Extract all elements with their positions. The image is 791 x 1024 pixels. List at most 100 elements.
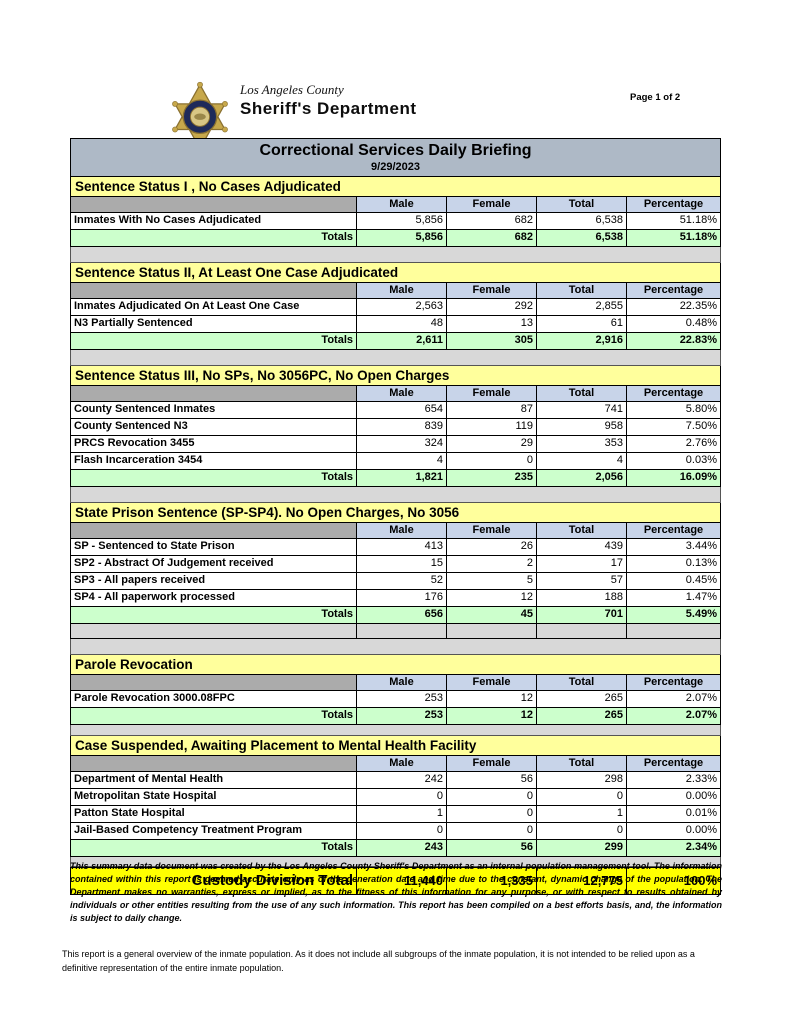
female-value: 0 [446,823,536,839]
totals-label: Totals [71,708,356,724]
female-value: 56 [446,772,536,788]
column-header-row: Male Female Total Percentage [71,756,720,771]
female-value: 682 [446,213,536,229]
row-label: Metropolitan State Hospital [74,790,217,802]
section-spacer [70,857,721,867]
total-total: 701 [536,607,626,623]
grand-total-total: 12,775 [536,868,626,894]
female-value: 119 [446,419,536,435]
col-male: Male [356,197,446,212]
percentage-value: 22.35% [626,299,720,315]
totals-label: Totals [71,840,356,856]
column-header-row: Male Female Total Percentage [71,283,720,298]
grand-total-male: 11,440 [356,868,446,894]
female-value: 0 [446,806,536,822]
col-female: Female [446,675,536,690]
row-label: County Sentenced N3 [74,420,188,432]
total-value: 0 [536,789,626,805]
row-label: PRCS Revocation 3455 [74,437,195,449]
male-total: 2,611 [356,333,446,349]
female-value: 0 [446,789,536,805]
total-value: 6,538 [536,213,626,229]
percentage-value: 0.00% [626,823,720,839]
section-header: Sentence Status I , No Cases Adjudicated [71,177,720,197]
corner-cell [71,197,356,212]
male-value: 242 [356,772,446,788]
percentage-value: 2.33% [626,772,720,788]
female-value: 13 [446,316,536,332]
row-label: SP2 - Abstract Of Judgement received [74,557,274,569]
female-total: 305 [446,333,536,349]
percentage-value: 1.47% [626,590,720,606]
col-percentage: Percentage [626,675,720,690]
female-total: 56 [446,840,536,856]
male-value: 839 [356,419,446,435]
table-row: Department of Mental Health 242 56 298 2… [71,771,720,788]
male-value: 2,563 [356,299,446,315]
custody-division-total-row: Custody Division Total 11,440 1,335 12,7… [70,867,721,895]
female-total: 235 [446,470,536,486]
male-total: 656 [356,607,446,623]
male-value: 0 [356,823,446,839]
total-total: 265 [536,708,626,724]
department-name-block: Los Angeles County Sheriff's Department [240,82,417,119]
col-male: Male [356,675,446,690]
report-date: 9/29/2023 [371,161,420,173]
female-value: 29 [446,436,536,452]
row-label: Department of Mental Health [74,773,224,785]
col-male: Male [356,523,446,538]
percentage-value: 3.44% [626,539,720,555]
percentage-value: 2.76% [626,436,720,452]
row-label: N3 Partially Sentenced [74,317,193,329]
corner-cell [71,523,356,538]
male-total: 243 [356,840,446,856]
male-value: 52 [356,573,446,589]
male-value: 4 [356,453,446,469]
totals-row: Totals 5,856 682 6,538 51.18% [71,229,720,246]
row-label: SP - Sentenced to State Prison [74,540,235,552]
female-value: 87 [446,402,536,418]
section-spacer [70,639,721,655]
col-percentage: Percentage [626,523,720,538]
total-value: 4 [536,453,626,469]
table-row: Parole Revocation 3000.08FPC 253 12 265 … [71,690,720,707]
report-title-bar: Correctional Services Daily Briefing 9/2… [70,138,721,177]
table-row: SP2 - Abstract Of Judgement received 15 … [71,555,720,572]
disclaimer-text: This summary data document was created b… [70,861,722,924]
percentage-value: 0.45% [626,573,720,589]
table-row: SP4 - All paperwork processed 176 12 188… [71,589,720,606]
percentage-total: 2.34% [626,840,720,856]
total-value: 57 [536,573,626,589]
row-label: SP3 - All papers received [74,574,206,586]
table-row: County Sentenced Inmates 654 87 741 5.80… [71,401,720,418]
total-value: 353 [536,436,626,452]
table-row: County Sentenced N3 839 119 958 7.50% [71,418,720,435]
col-percentage: Percentage [626,197,720,212]
total-value: 1 [536,806,626,822]
col-total: Total [536,386,626,401]
table-row: Jail-Based Competency Treatment Program … [71,822,720,839]
percentage-total: 5.49% [626,607,720,623]
percentage-value: 0.01% [626,806,720,822]
col-male: Male [356,386,446,401]
total-value: 958 [536,419,626,435]
empty-gridded-row [70,624,721,639]
col-percentage: Percentage [626,283,720,298]
footnote-text: This report is a general overview of the… [62,949,695,973]
section-header: Sentence Status II, At Least One Case Ad… [71,263,720,283]
table-row: SP - Sentenced to State Prison 413 26 43… [71,538,720,555]
totals-label: Totals [71,470,356,486]
totals-label: Totals [71,333,356,349]
col-female: Female [446,523,536,538]
section-header: Sentence Status III, No SPs, No 3056PC, … [71,366,720,386]
percentage-value: 51.18% [626,213,720,229]
section-spacer [70,487,721,503]
department-name: Sheriff's Department [240,99,417,118]
total-value: 265 [536,691,626,707]
section-state-prison: State Prison Sentence (SP-SP4). No Open … [70,503,721,624]
corner-cell [71,283,356,298]
total-total: 2,916 [536,333,626,349]
percentage-total: 16.09% [626,470,720,486]
col-percentage: Percentage [626,756,720,771]
col-male: Male [356,283,446,298]
